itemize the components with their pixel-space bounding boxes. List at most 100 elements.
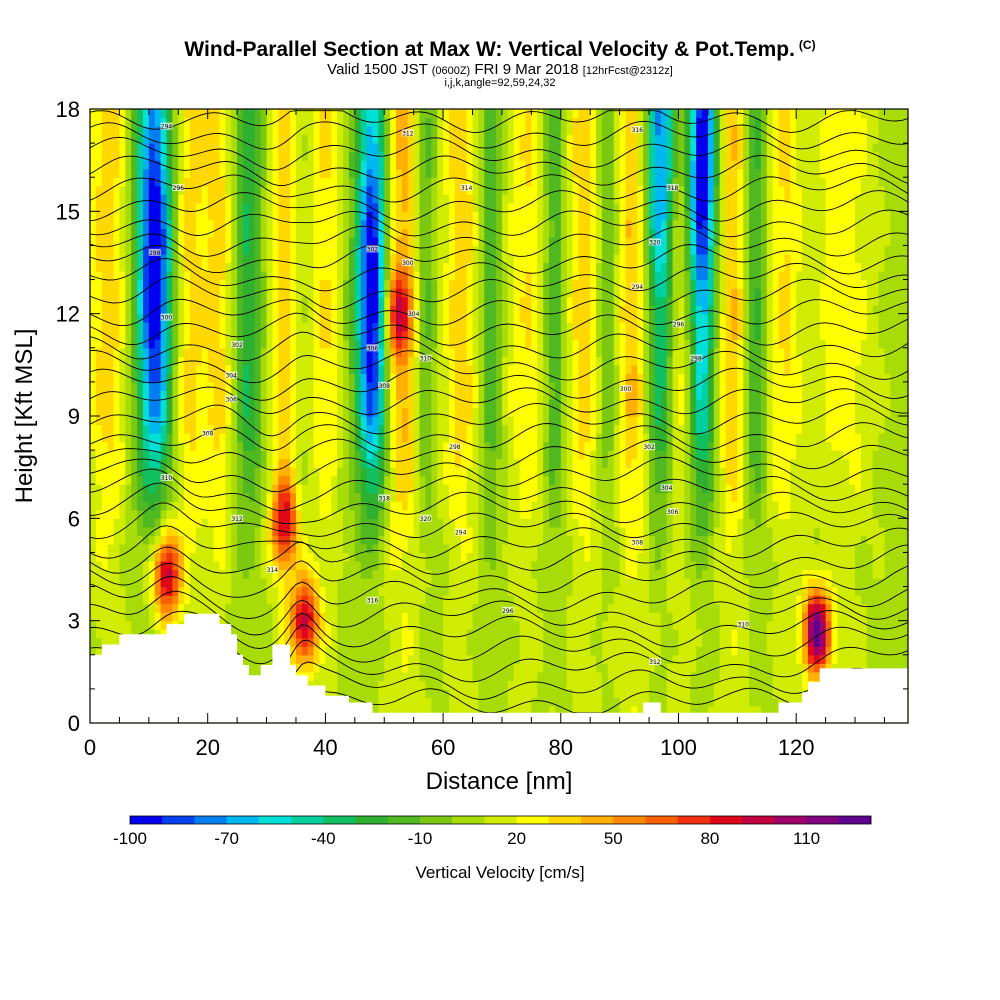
w-cell bbox=[125, 586, 132, 596]
w-cell bbox=[307, 253, 315, 264]
w-cell bbox=[448, 433, 456, 443]
w-cell bbox=[378, 305, 385, 315]
w-cell bbox=[278, 492, 285, 502]
w-cell bbox=[401, 398, 409, 409]
w-cell bbox=[119, 339, 126, 349]
w-cell bbox=[343, 390, 350, 400]
w-cell bbox=[137, 271, 144, 281]
w-cell bbox=[231, 612, 238, 622]
w-cell bbox=[260, 646, 268, 656]
w-cell bbox=[107, 168, 115, 178]
w-cell bbox=[448, 569, 456, 579]
w-cell bbox=[278, 569, 285, 579]
w-cell bbox=[337, 526, 344, 536]
w-cell bbox=[154, 313, 162, 323]
w-cell bbox=[307, 373, 315, 383]
w-cell bbox=[266, 535, 274, 545]
w-cell bbox=[231, 117, 238, 127]
w-cell bbox=[454, 560, 462, 571]
w-cell bbox=[272, 219, 279, 229]
w-cell bbox=[243, 364, 250, 374]
w-cell bbox=[478, 518, 485, 528]
w-cell bbox=[201, 194, 209, 204]
w-cell bbox=[460, 424, 468, 434]
w-cell bbox=[213, 177, 221, 187]
w-cell bbox=[290, 637, 297, 647]
w-cell bbox=[360, 535, 368, 545]
w-cell bbox=[137, 535, 144, 545]
w-cell bbox=[307, 595, 315, 605]
w-cell bbox=[219, 398, 226, 409]
w-cell bbox=[166, 578, 173, 588]
w-cell bbox=[331, 484, 338, 494]
w-cell bbox=[142, 160, 150, 170]
w-cell bbox=[384, 595, 391, 605]
w-cell bbox=[248, 219, 256, 229]
w-cell bbox=[407, 211, 415, 221]
w-cell bbox=[319, 620, 326, 630]
w-cell bbox=[113, 339, 121, 349]
w-cell bbox=[207, 339, 215, 349]
w-cell bbox=[407, 381, 415, 392]
w-cell bbox=[460, 194, 468, 204]
w-cell bbox=[225, 433, 232, 443]
w-cell bbox=[166, 253, 173, 264]
w-cell bbox=[272, 177, 279, 187]
w-cell bbox=[384, 612, 391, 622]
w-cell bbox=[248, 177, 256, 187]
w-cell bbox=[413, 117, 421, 127]
w-cell bbox=[172, 526, 179, 536]
w-cell bbox=[137, 228, 144, 238]
w-cell bbox=[401, 228, 409, 238]
w-cell bbox=[213, 339, 221, 349]
w-cell bbox=[331, 416, 338, 426]
w-cell bbox=[142, 569, 150, 579]
w-cell bbox=[419, 697, 427, 707]
w-cell bbox=[107, 560, 115, 571]
w-cell bbox=[448, 356, 456, 366]
w-cell bbox=[178, 586, 185, 596]
w-cell bbox=[454, 535, 462, 545]
w-cell bbox=[366, 356, 374, 366]
w-cell bbox=[413, 279, 421, 289]
w-cell bbox=[484, 236, 491, 247]
w-cell bbox=[331, 228, 338, 238]
w-cell bbox=[260, 560, 268, 571]
w-cell bbox=[496, 620, 503, 630]
w-cell bbox=[225, 407, 232, 417]
w-cell bbox=[166, 202, 173, 212]
w-cell bbox=[378, 211, 385, 221]
w-cell bbox=[119, 424, 126, 434]
w-cell bbox=[460, 671, 468, 681]
w-cell bbox=[142, 117, 150, 127]
w-cell bbox=[437, 330, 444, 340]
w-cell bbox=[113, 194, 121, 204]
w-cell bbox=[484, 450, 491, 460]
w-cell bbox=[419, 484, 427, 494]
w-cell bbox=[278, 501, 285, 511]
w-cell bbox=[95, 586, 103, 596]
w-cell bbox=[360, 424, 368, 434]
w-cell bbox=[407, 543, 415, 554]
w-cell bbox=[425, 373, 432, 383]
w-cell bbox=[142, 475, 150, 485]
w-cell bbox=[384, 288, 391, 298]
w-cell bbox=[137, 390, 144, 400]
w-cell bbox=[295, 177, 303, 187]
w-cell bbox=[313, 552, 321, 562]
w-cell bbox=[460, 202, 468, 212]
w-cell bbox=[431, 219, 438, 229]
w-cell bbox=[190, 185, 197, 195]
w-cell bbox=[260, 595, 268, 605]
w-cell bbox=[154, 467, 162, 477]
w-cell bbox=[278, 143, 285, 153]
w-cell bbox=[160, 526, 168, 536]
w-cell bbox=[407, 501, 415, 511]
w-cell bbox=[295, 279, 303, 289]
w-cell bbox=[237, 501, 244, 511]
w-cell bbox=[248, 296, 256, 306]
w-cell bbox=[401, 620, 409, 630]
w-cell bbox=[195, 424, 203, 434]
w-cell bbox=[443, 671, 450, 681]
w-cell bbox=[337, 518, 344, 528]
